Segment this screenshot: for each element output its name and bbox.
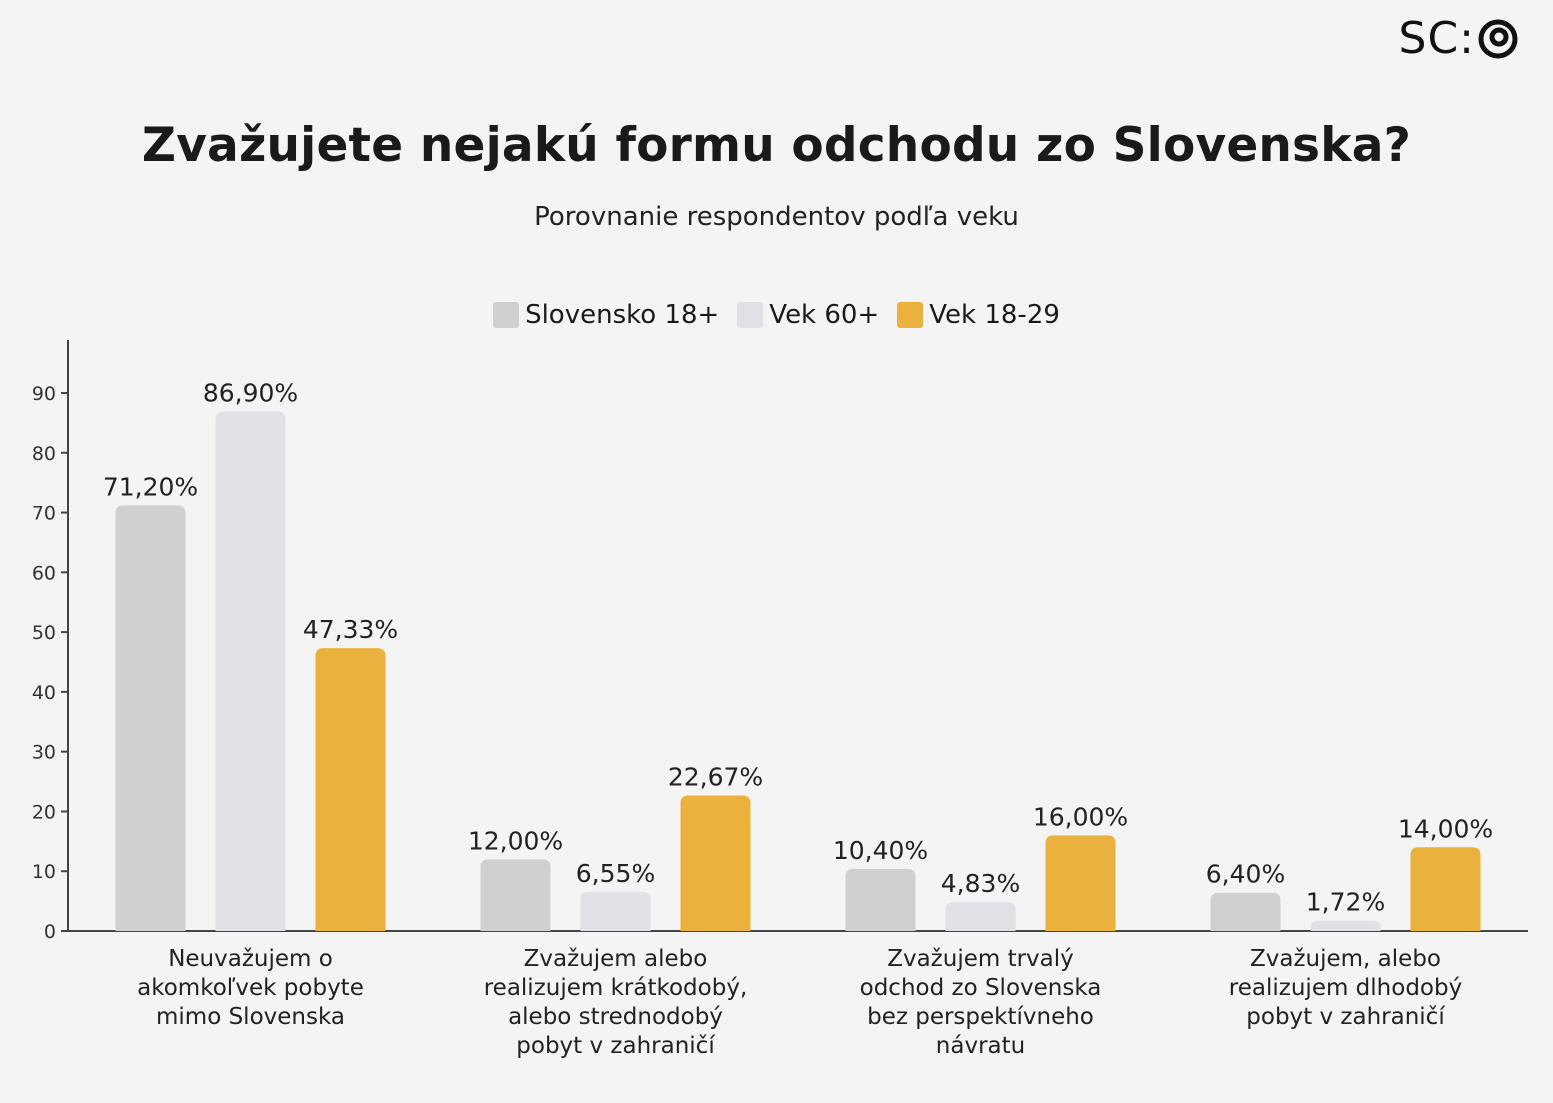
bar-value-label: 4,83% [941, 869, 1020, 898]
y-tick-label: 40 [32, 682, 56, 704]
x-category-label: bez perspektívneho [867, 1004, 1094, 1030]
y-tick-label: 90 [32, 383, 56, 405]
bar-slovensko-18--1 [115, 505, 186, 931]
bar-value-label: 10,40% [833, 836, 928, 865]
y-tick-label: 20 [32, 801, 56, 823]
bar-vek-18-29-2 [680, 795, 751, 931]
y-tick-label: 0 [44, 921, 56, 943]
bar-vek-60--4 [1310, 920, 1381, 931]
legend-item-vek-60: Vek 60+ [737, 300, 879, 330]
y-tick-label: 30 [32, 742, 56, 764]
y-tick-label: 70 [32, 503, 56, 525]
y-tick-label: 50 [32, 622, 56, 644]
x-category-label: Neuvažujem o [168, 946, 333, 972]
bar-value-label: 22,67% [668, 762, 763, 791]
legend-swatch-vek-18-29 [897, 302, 924, 328]
bar-vek-60--1 [215, 411, 286, 931]
legend-item-vek-18-29: Vek 18-29 [897, 300, 1060, 330]
legend-swatch-slovensko [493, 302, 520, 328]
x-category-label: realizujem dlhodobý [1229, 975, 1462, 1001]
x-category-label: Zvažujem alebo [524, 946, 708, 972]
bar-vek-18-29-4 [1410, 847, 1481, 931]
x-category-label: mimo Slovenska [156, 1004, 345, 1030]
x-category-label: Zvažujem trvalý [887, 946, 1074, 972]
bar-value-label: 47,33% [303, 615, 398, 644]
bar-value-label: 14,00% [1398, 814, 1493, 843]
x-category-label: pobyt v zahraničí [1246, 1004, 1445, 1030]
bar-value-label: 1,72% [1306, 888, 1385, 917]
bar-vek-18-29-3 [1045, 835, 1116, 931]
bar-value-label: 71,20% [103, 472, 198, 501]
bar-value-label: 16,00% [1033, 802, 1128, 831]
bar-value-label: 6,40% [1206, 860, 1285, 889]
bar-slovensko-18--2 [480, 859, 551, 931]
legend-label-vek-18-29: Vek 18-29 [929, 300, 1060, 330]
sc-ring-icon [1478, 19, 1518, 59]
y-tick-label: 10 [32, 861, 56, 883]
x-category-label: Zvažujem, alebo [1250, 946, 1441, 972]
chart-title: Zvažujete nejakú formu odchodu zo Sloven… [141, 118, 1412, 173]
x-category-label: návratu [936, 1033, 1025, 1059]
logo-text: SC: [1398, 13, 1475, 64]
legend-label-slovensko: Slovensko 18+ [525, 300, 720, 330]
y-tick-label: 80 [32, 443, 56, 465]
bar-vek-18-29-1 [315, 648, 386, 931]
bar-value-label: 12,00% [468, 826, 563, 855]
x-category-label: alebo strednodobý [508, 1004, 723, 1030]
y-tick-label: 60 [32, 562, 56, 584]
x-category-label: odchod zo Slovenska [860, 975, 1102, 1001]
x-category-label: realizujem krátkodobý, [484, 975, 748, 1001]
legend-item-slovensko: Slovensko 18+ [493, 300, 719, 330]
bar-slovensko-18--3 [845, 868, 916, 931]
x-category-label: pobyt v zahraničí [516, 1033, 715, 1059]
x-category-label: akomkoľvek pobyte [137, 975, 364, 1001]
bar-vek-60--2 [580, 891, 651, 931]
bar-slovensko-18--4 [1210, 892, 1281, 931]
legend-swatch-vek-60 [737, 302, 764, 328]
bar-value-label: 6,55% [576, 859, 655, 888]
bar-value-label: 86,90% [203, 379, 298, 408]
legend-label-vek-60: Vek 60+ [769, 300, 880, 330]
bar-vek-60--3 [945, 902, 1016, 931]
chart-legend: Slovensko 18+ Vek 60+ Vek 18-29 [0, 300, 1553, 330]
chart-subtitle: Porovnanie respondentov podľa veku [534, 202, 1019, 232]
sc-logo: SC: [1399, 14, 1519, 64]
